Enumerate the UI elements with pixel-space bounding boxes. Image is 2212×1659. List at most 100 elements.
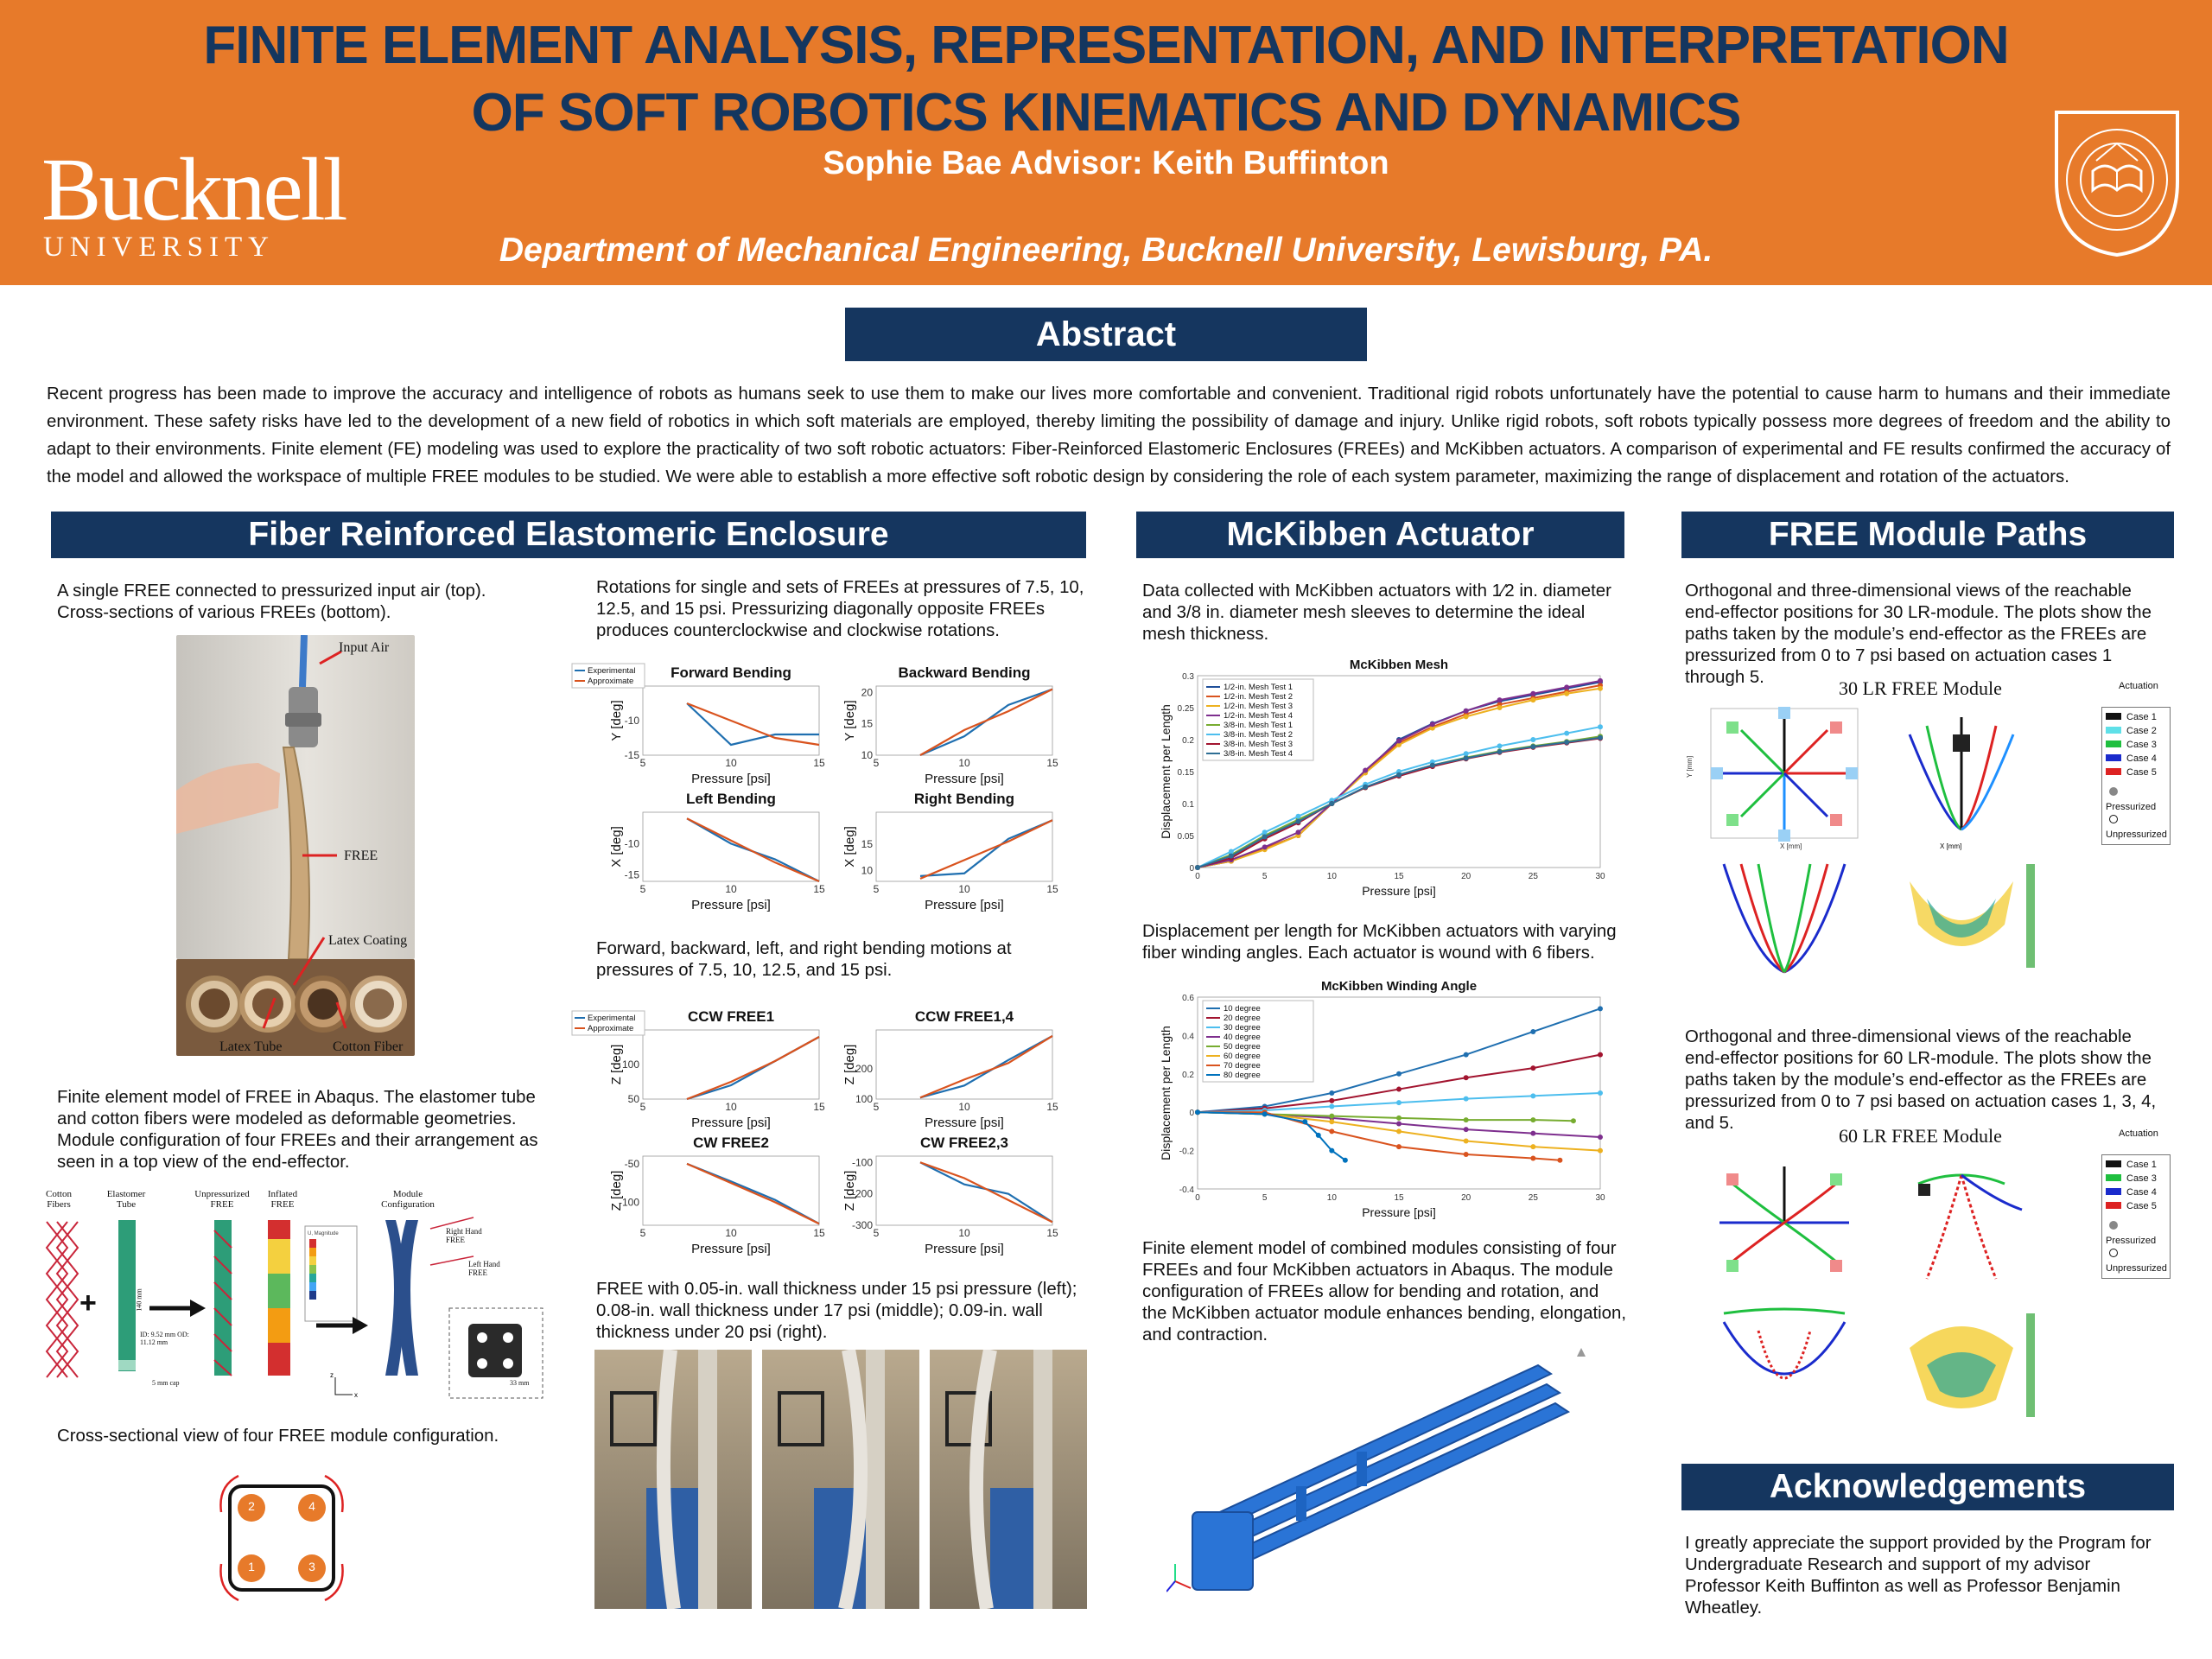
y-tick-label: 0.4 [1182, 1032, 1194, 1041]
data-point [1429, 721, 1435, 728]
data-point [1329, 1113, 1335, 1119]
svg-text:z: z [330, 1371, 334, 1379]
legend-box [571, 663, 645, 689]
data-point [1463, 1152, 1469, 1158]
y-tick-label: 100 [855, 1093, 873, 1105]
chart-title: CCW FREE1,4 [915, 1008, 1014, 1025]
y-axis-label: Displacement per Length [1159, 704, 1173, 839]
plot-area [875, 1155, 1053, 1226]
data-point [1497, 705, 1503, 710]
y-tick-label: 200 [855, 1063, 873, 1075]
y-axis-label: Z [deg] [609, 1045, 624, 1085]
data-point [1564, 690, 1570, 696]
label-input-air: Input Air [339, 640, 390, 655]
y-tick-label: 0 [1189, 864, 1194, 874]
data-point [1564, 684, 1570, 690]
x-tick-label: 5 [874, 883, 880, 895]
chart-title: CW FREE2 [693, 1135, 769, 1151]
legend-30lr-unpressurized: Unpressurized [2106, 830, 2167, 840]
x-tick-label: 15 [813, 883, 825, 895]
y-tick-label: 10 [861, 749, 874, 761]
x-tick-label: 5 [874, 757, 880, 769]
free-caption-1: A single FREE connected to pressurized i… [57, 582, 486, 622]
data-point [1530, 690, 1536, 696]
data-point [1302, 1119, 1308, 1125]
legend-60lr-case-3: Case 3 [2126, 1173, 2157, 1184]
university-logo-sub: UNIVERSITY [43, 232, 275, 263]
y-tick-label: 0.2 [1182, 1071, 1194, 1080]
legend-entry: Approximate [588, 1024, 633, 1033]
module-cross-section-diagram [219, 1474, 344, 1602]
chart-mckibben-mesh: McKibben Mesh 0 5 10 15 20 25 30 0 0.05 0.1 0.15 0.2… [1159, 658, 1605, 898]
data-point [1463, 1052, 1469, 1058]
data-point [1329, 1128, 1335, 1135]
legend-60lr: Case 1 Case 3 Case 4 Case 5 Pressurized … [2101, 1154, 2171, 1279]
x-tick-label: 10 [725, 883, 737, 895]
chart-title: Backward Bending [898, 664, 1030, 681]
legend-entry: 70 degree [1224, 1061, 1261, 1071]
chart-ccw-free1: CCW FREE1 5 10 15 50 100 Pressure [psi] Z [deg]… [571, 1008, 825, 1130]
x-tick-label: 25 [1529, 872, 1539, 881]
plot-area [875, 685, 1053, 756]
label-cotton-fiber: Cotton Fiber [333, 1039, 404, 1054]
label-cap: 5 mm cap [152, 1379, 180, 1387]
mck-caption-3: Finite element model of combined modules… [1142, 1239, 1627, 1344]
legend-entry: 80 degree [1224, 1071, 1261, 1080]
label-latex-tube: Latex Tube [219, 1039, 283, 1054]
data-point [1295, 830, 1301, 836]
x-tick-label: 10 [725, 757, 737, 769]
y-tick-label: -15 [625, 869, 640, 881]
data-point [1329, 1090, 1335, 1096]
series-line [919, 688, 1053, 756]
wall-thickness-photos [594, 1350, 1087, 1609]
y-tick-label: -100 [619, 1196, 639, 1208]
data-point [1463, 708, 1469, 714]
data-point [1396, 1144, 1402, 1150]
fig1-title: 30 LR FREE Module [1839, 677, 2002, 699]
plot-area [642, 811, 820, 882]
label-latex-coating: Latex Coating [328, 933, 408, 948]
y-tick-label: 15 [861, 838, 874, 850]
ack-heading: Acknowledgements [1681, 1464, 2174, 1510]
poster-title-line1: FINITE ELEMENT ANALYSIS, REPRESENTATION,… [203, 16, 2009, 75]
svg-text:x: x [354, 1391, 358, 1399]
x-tick-label: 15 [1046, 757, 1058, 769]
label-free: FREE [344, 849, 378, 863]
legend-30lr: Case 1 Case 2 Case 3 Case 4 Case 5 Press… [2101, 707, 2171, 845]
label-left-hand-free: Left Hand FREE [468, 1260, 500, 1277]
y-tick-label: 15 [861, 718, 874, 730]
y-axis-label: Z [deg] [609, 1171, 624, 1211]
svg-text:X [mm]: X [mm] [1780, 842, 1802, 850]
chart-left-bending: Left Bending 5 10 15 -15 -10 Pressure [psi] X [… [609, 791, 825, 912]
legend-30lr-case-3: Case 3 [2126, 740, 2157, 750]
mck-caption-2: Displacement per length for McKibben act… [1142, 922, 1617, 963]
legend-box [1202, 678, 1314, 761]
x-tick-label: 15 [813, 1227, 825, 1239]
data-point [1295, 813, 1301, 819]
data-point [1396, 1086, 1402, 1092]
data-point [1396, 1071, 1402, 1077]
x-tick-label: 10 [958, 757, 970, 769]
paths-figure-60lr [1711, 1158, 2039, 1426]
data-point [1530, 1155, 1536, 1161]
abstract-heading: Abstract [845, 308, 1367, 361]
data-point [1396, 1115, 1402, 1121]
legend-box [571, 1010, 645, 1036]
mckibben-heading: McKibben Actuator [1136, 512, 1624, 558]
chart-title: Left Bending [686, 791, 776, 807]
x-tick-label: 5 [640, 1101, 646, 1113]
paths-figure-30lr: X [mm] Y [mm] X [mm] [1686, 707, 2039, 976]
data-point [1342, 1157, 1348, 1163]
legend-entry: 3/8-in. Mesh Test 4 [1224, 749, 1293, 759]
data-point [1396, 741, 1402, 747]
data-point [1530, 1093, 1536, 1099]
paths-caption-2: Orthogonal and three-dimensional views o… [1685, 1027, 2157, 1133]
y-tick-label: 0.15 [1178, 768, 1195, 778]
data-point [1329, 1119, 1335, 1125]
data-point [1262, 830, 1268, 836]
y-tick-label: -0.4 [1179, 1185, 1195, 1195]
series-line [919, 1161, 1053, 1224]
label-right-hand-free: Right Hand FREE [446, 1227, 482, 1244]
x-tick-label: 10 [958, 1227, 970, 1239]
